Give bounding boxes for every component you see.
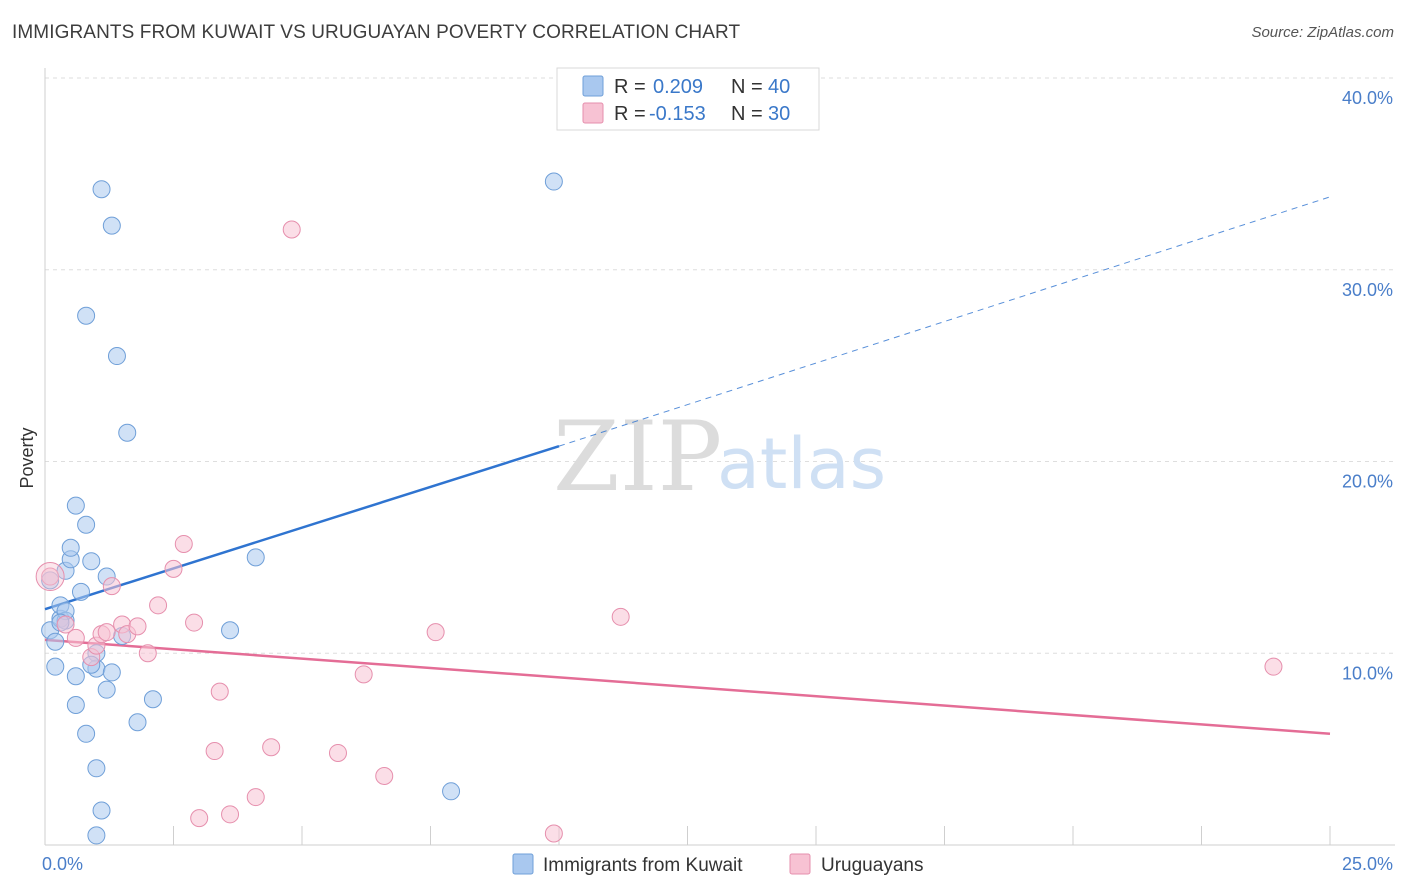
trend-line-extension-0 [558,196,1331,447]
legend-r-label-kuwait: R = [614,76,646,98]
point-series0-35 [246,548,265,567]
point-series0-2 [46,632,65,651]
point-series0-14 [71,582,90,601]
point-series0-32 [128,713,147,732]
chart-source: Source: ZipAtlas.com [1251,24,1394,41]
y-tick-label-3: 40.0% [1342,88,1393,108]
bottom-legend-swatch-kuwait [512,853,534,875]
point-series0-11 [66,496,85,515]
bottom-legend: Immigrants from Kuwait Uruguayans [512,853,923,876]
axis-layer: 10.0% 20.0% 30.0% 40.0% 0.0% 25.0% [42,68,1395,874]
point-series1-11 [149,596,168,615]
point-series1-12 [164,559,183,578]
point-series0-36 [442,782,461,801]
y-tick-label-1: 20.0% [1342,472,1393,492]
trend-layer [44,196,1331,736]
watermark-zip: ZIP [553,401,722,513]
point-series1-20 [262,738,281,757]
bottom-legend-label-uruguayans: Uruguayans [821,855,923,876]
point-series0-33 [143,690,162,709]
x-tick-label-0: 0.0% [42,854,83,874]
watermark-atlas: atlas [717,423,886,505]
legend-n-value-uruguayans: 30 [768,103,790,125]
legend-n-label-uruguayans: N = [731,103,763,125]
legend-swatch-kuwait [582,75,604,97]
point-series1-1 [56,615,75,634]
point-series0-16 [77,724,96,743]
grid-layer [45,77,1395,654]
point-series0-12 [66,696,85,715]
point-series0-37 [544,172,563,191]
point-series1-25 [426,623,445,642]
point-series1-26 [544,824,563,843]
point-series1-27 [611,607,630,626]
point-series0-13 [66,667,85,686]
bottom-legend-label-kuwait: Immigrants from Kuwait [543,855,743,876]
point-series1-13 [174,534,193,553]
watermark: ZIP atlas [553,401,886,513]
y-axis-title: Poverty [17,427,37,488]
point-series1-16 [205,742,224,761]
legend-r-value-kuwait: 0.209 [653,76,703,98]
legend-r-label-uruguayans: R = [614,103,646,125]
point-series0-34 [221,621,240,640]
point-series0-10 [61,538,80,557]
y-tick-label-0: 10.0% [1342,663,1393,683]
point-series1-10 [138,644,157,663]
point-series0-22 [92,801,111,820]
point-series0-15 [77,306,96,325]
point-series0-18 [82,552,101,571]
trend-line-1 [44,638,1331,736]
x-tick-label-1: 25.0% [1342,854,1393,874]
point-series0-29 [107,347,126,366]
point-series1-21 [282,220,301,239]
point-series0-24 [92,180,111,199]
legend-r-value-uruguayans: -0.153 [649,103,706,125]
point-series1-19 [246,788,265,807]
chart-title: IMMIGRANTS FROM KUWAIT VS URUGUAYAN POVE… [12,22,741,43]
point-series1-24 [375,766,394,785]
y-tick-label-2: 30.0% [1342,280,1393,300]
point-series0-5 [46,657,65,676]
point-series1-17 [210,682,229,701]
point-series0-21 [87,759,106,778]
point-cluster-uruguayans [35,562,65,592]
point-series0-31 [118,423,137,442]
legend-swatch-uruguayans [582,102,604,124]
point-series0-26 [97,680,116,699]
legend-n-label-kuwait: N = [731,76,763,98]
top-legend: R = 0.209 N = 40 R = -0.153 N = 30 [556,67,820,131]
point-series1-0 [41,567,60,586]
point-series1-22 [328,743,347,762]
point-series1-28 [1264,657,1283,676]
point-series0-17 [77,515,96,534]
point-series0-28 [102,216,121,235]
bottom-legend-swatch-uruguayans [789,853,811,875]
point-series1-15 [190,809,209,828]
points-layer [35,172,1283,845]
point-series1-14 [185,613,204,632]
point-series1-6 [102,577,121,596]
point-series1-2 [66,628,85,647]
trend-line-0 [44,444,560,611]
point-series0-23 [87,826,106,845]
point-series1-9 [128,617,147,636]
point-series1-18 [221,805,240,824]
legend-n-value-kuwait: 40 [768,76,790,98]
point-series1-23 [354,665,373,684]
point-series1-29 [97,623,116,642]
point-series0-27 [102,663,121,682]
